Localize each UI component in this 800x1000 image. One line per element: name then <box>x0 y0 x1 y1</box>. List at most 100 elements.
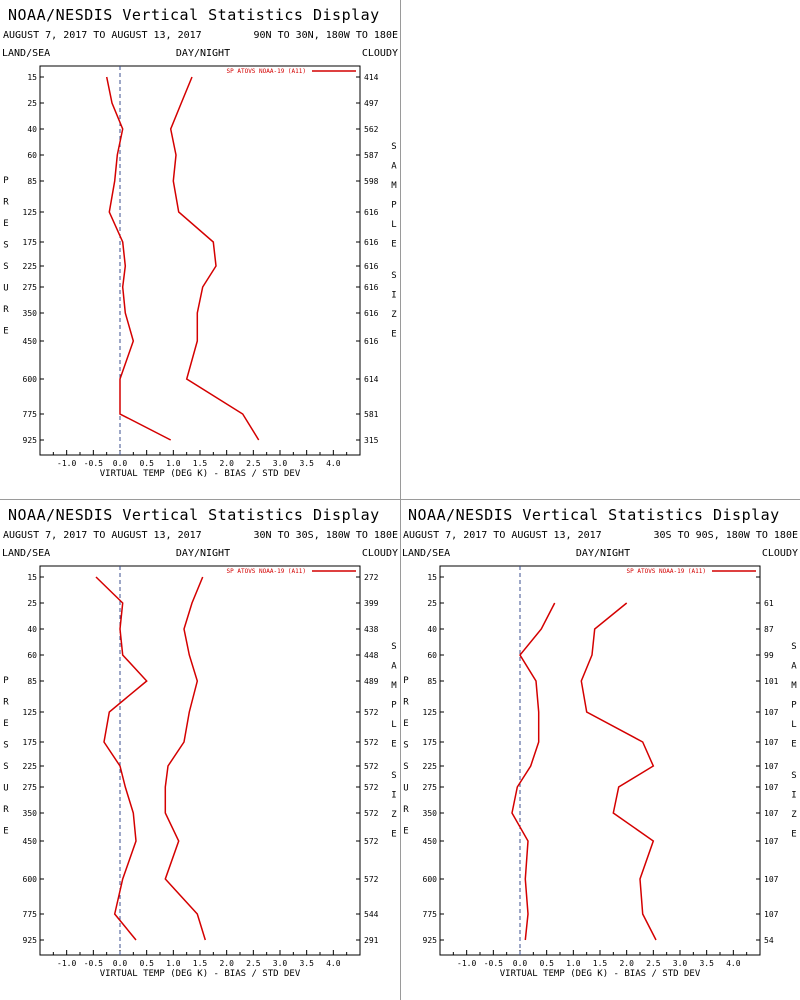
right-axis-label-letter: M <box>391 181 397 191</box>
sample-size-label: 616 <box>364 208 379 217</box>
day-night-label: DAY/NIGHT <box>176 548 230 559</box>
pressure-level-label: 450 <box>23 337 38 346</box>
sample-size-label: 572 <box>364 738 379 747</box>
pressure-level-label: 175 <box>23 238 38 247</box>
y-axis-label-letter: S <box>3 241 8 251</box>
y-axis-label-letter: E <box>3 327 8 337</box>
sample-size-label: 572 <box>364 762 379 771</box>
x-tick-label: 0.0 <box>513 959 528 968</box>
pressure-level-label: 125 <box>23 708 38 717</box>
sample-size-label: 572 <box>364 875 379 884</box>
sample-size-label: 291 <box>364 936 379 945</box>
y-axis-label-letter: P <box>403 676 409 686</box>
pressure-level-label: 275 <box>23 783 38 792</box>
right-axis-label-letter: S <box>391 142 396 152</box>
right-axis-label-letter: M <box>391 681 397 691</box>
x-tick-label: 4.0 <box>326 959 341 968</box>
sample-size-label: 614 <box>364 375 379 384</box>
right-axis-label-letter: L <box>391 720 396 730</box>
region-label: 30S TO 90S, 180W TO 180E <box>654 530 799 541</box>
x-tick-label: 2.5 <box>246 959 261 968</box>
y-axis-label-letter: R <box>403 698 409 708</box>
sample-size-label: 572 <box>364 708 379 717</box>
x-tick-label: 0.5 <box>139 459 154 468</box>
y-axis-label-letter: U <box>3 284 8 294</box>
x-tick-label: 0.0 <box>113 459 128 468</box>
cloudy-label: CLOUDY <box>362 548 398 559</box>
pressure-level-label: 350 <box>23 309 38 318</box>
x-tick-label: 3.5 <box>299 459 314 468</box>
x-tick-label: -0.5 <box>484 959 503 968</box>
sample-size-label: 399 <box>364 599 379 608</box>
right-axis-label-letter: S <box>391 771 396 781</box>
sample-size-label: 87 <box>764 625 774 634</box>
y-axis-label-letter: P <box>3 676 9 686</box>
sample-size-label: 107 <box>764 910 779 919</box>
plot-frame <box>39 65 361 456</box>
sample-size-label: 99 <box>764 651 774 660</box>
right-axis-label-letter: S <box>391 642 396 652</box>
x-tick-label: 4.0 <box>326 459 341 468</box>
pressure-level-label: 85 <box>27 677 37 686</box>
sample-size-label: 572 <box>364 809 379 818</box>
pressure-level-label: 175 <box>423 738 438 747</box>
pressure-level-label: 60 <box>27 651 37 660</box>
sample-size-label: 572 <box>364 837 379 846</box>
x-tick-label: 1.5 <box>193 459 208 468</box>
x-axis-label: VIRTUAL TEMP (DEG K) - BIAS / STD DEV <box>500 969 701 979</box>
pressure-level-label: 40 <box>427 625 437 634</box>
bias-line <box>105 76 172 441</box>
right-axis-label-letter: S <box>791 642 796 652</box>
sample-size-label: 107 <box>764 809 779 818</box>
sample-size-label: 587 <box>364 151 379 160</box>
x-tick-label: 0.5 <box>539 959 554 968</box>
region-label: 90N TO 30N, 180W TO 180E <box>254 30 399 41</box>
date-range: AUGUST 7, 2017 TO AUGUST 13, 2017 <box>3 30 202 41</box>
chart-panel-tropics: NOAA/NESDIS Vertical Statistics Display A… <box>0 500 400 1000</box>
right-axis-label-letter: S <box>391 271 396 281</box>
pressure-level-label: 225 <box>423 762 438 771</box>
land-sea-label: LAND/SEA <box>402 548 450 559</box>
pressure-level-label: 15 <box>27 573 37 582</box>
region-label: 30N TO 30S, 180W TO 180E <box>254 530 399 541</box>
legend: SP ATOVS NOAA-19 (A11) <box>627 568 756 575</box>
pressure-level-label: 85 <box>27 177 37 186</box>
pressure-level-label: 775 <box>23 910 38 919</box>
date-range: AUGUST 7, 2017 TO AUGUST 13, 2017 <box>3 530 202 541</box>
x-tick-label: 2.0 <box>219 459 234 468</box>
y-axis-label-letter: E <box>3 219 8 229</box>
x-tick-label: 2.5 <box>246 459 261 468</box>
right-axis-label-letter: P <box>791 701 797 711</box>
sample-size-label: 497 <box>364 99 379 108</box>
sample-size-label: 54 <box>764 936 774 945</box>
sample-size-label: 448 <box>364 651 379 660</box>
x-tick-label: 0.5 <box>139 959 154 968</box>
day-night-label: DAY/NIGHT <box>176 48 230 59</box>
pressure-level-label: 125 <box>23 208 38 217</box>
y-axis-label-letter: S <box>403 741 408 751</box>
y-axis-label-letter: R <box>3 198 9 208</box>
pressure-level-label: 925 <box>423 936 438 945</box>
y-axis-label-letter: E <box>403 719 408 729</box>
sample-size-label: 107 <box>764 783 779 792</box>
pressure-level-label: 275 <box>423 783 438 792</box>
y-axis-label-letter: E <box>403 827 408 837</box>
x-tick-label: -1.0 <box>57 459 76 468</box>
chart-title: NOAA/NESDIS Vertical Statistics Display <box>8 6 380 24</box>
sample-size-label: 572 <box>364 783 379 792</box>
right-axis-label-letter: M <box>791 681 797 691</box>
sample-size-label: 438 <box>364 625 379 634</box>
sample-size-label: 107 <box>764 875 779 884</box>
std_dev-line <box>164 576 207 941</box>
sample-size-label: 61 <box>764 599 774 608</box>
sample-size-label: 544 <box>364 910 379 919</box>
x-tick-label: 3.5 <box>699 959 714 968</box>
sample-size-label: 414 <box>364 73 379 82</box>
x-tick-label: 3.0 <box>673 959 688 968</box>
chart-svg: NOAA/NESDIS Vertical Statistics Display A… <box>2 506 399 979</box>
legend-label: SP ATOVS NOAA-19 (A11) <box>627 568 706 575</box>
x-tick-label: 1.5 <box>193 959 208 968</box>
sample-size-label: 616 <box>364 337 379 346</box>
right-axis-label-letter: I <box>391 291 396 301</box>
y-axis-label-letter: E <box>3 827 8 837</box>
